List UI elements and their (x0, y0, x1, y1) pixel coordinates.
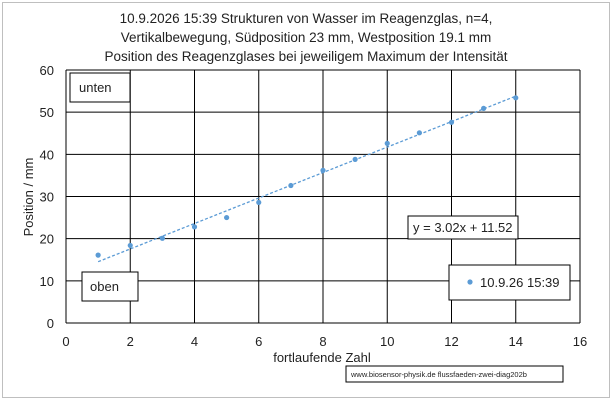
x-tick-label-8: 16 (573, 334, 587, 349)
y-tick-label-4: 40 (40, 147, 54, 162)
legend-label: 10.9.26 15:39 (480, 275, 560, 290)
x-tick-label-4: 8 (319, 334, 326, 349)
x-tick-label-2: 4 (191, 334, 198, 349)
y-tick-label-1: 10 (40, 274, 54, 289)
x-tick-label-1: 2 (127, 334, 134, 349)
x-tick-labels: 0 2 4 6 8 10 12 14 16 (62, 334, 587, 349)
chart-title-line-1: 10.9.2026 15:39 Strukturen von Wasser im… (120, 11, 493, 26)
data-point-9 (352, 156, 358, 162)
data-point-4 (191, 224, 198, 230)
x-axis-label: fortlaufende Zahl (273, 350, 371, 365)
data-point-2 (127, 242, 133, 249)
data-point-13 (481, 105, 487, 111)
annotation-bottom-box (81, 271, 139, 302)
data-point-12 (448, 119, 455, 125)
y-tick-label-0: 0 (47, 316, 54, 331)
x-tick-label-3: 6 (255, 334, 262, 349)
data-point-7 (288, 182, 294, 189)
data-point-14 (513, 95, 519, 101)
x-tick-label-7: 14 (509, 334, 523, 349)
data-point-6 (256, 199, 262, 206)
y-tick-label-3: 30 (40, 190, 54, 205)
chart-title-line-3: Position des Reagenzglases bei jeweilige… (105, 49, 508, 64)
annotation-top-text: unten (79, 80, 112, 95)
chart-title-line-2: Vertikalbewegung, Südposition 23 mm, Wes… (121, 30, 491, 45)
y-tick-label-5: 50 (40, 105, 54, 120)
x-tick-label-0: 0 (62, 334, 69, 349)
y-axis-label: Position / mm (21, 158, 36, 237)
credit-box (345, 365, 564, 383)
data-point-1 (95, 252, 101, 258)
data-point-5 (224, 214, 230, 221)
chart-frame (2, 2, 610, 398)
y-tick-label-6: 60 (40, 63, 54, 78)
data-point-3 (159, 235, 165, 241)
y-tick-labels: 0 10 20 30 40 50 60 (40, 63, 54, 331)
data-point-8 (320, 167, 326, 173)
credit-text: www.biosensor-physik.de flussfaeden-zwei… (350, 370, 527, 379)
data-points (95, 95, 519, 258)
y-tick-label-2: 20 (40, 232, 54, 247)
legend-marker (467, 279, 473, 285)
data-point-10 (384, 140, 390, 146)
trendline-equation: y = 3.02x + 11.52 (413, 220, 513, 235)
annotation-bottom-text: oben (90, 279, 119, 294)
data-point-11 (416, 130, 422, 136)
trendline-equation-box (407, 215, 519, 240)
x-tick-label-5: 10 (380, 334, 394, 349)
annotation-top-box (69, 72, 131, 103)
x-tick-label-6: 12 (444, 334, 458, 349)
